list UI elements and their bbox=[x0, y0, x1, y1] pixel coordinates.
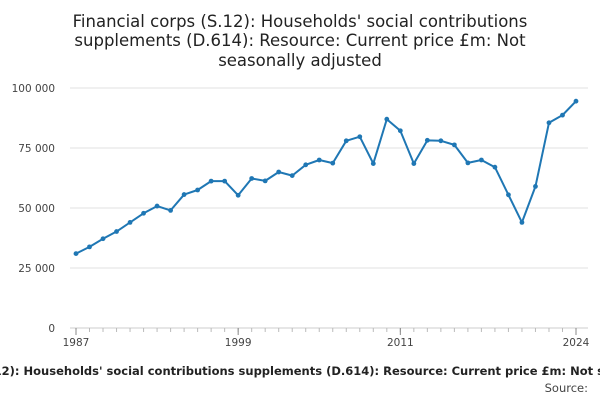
data-point-2024[interactable] bbox=[573, 98, 579, 104]
data-point-2023[interactable] bbox=[560, 112, 565, 118]
data-point-1994[interactable] bbox=[168, 208, 173, 213]
data-point-2008[interactable] bbox=[357, 134, 363, 140]
data-point-1996[interactable] bbox=[195, 187, 201, 193]
data-point-2022[interactable] bbox=[546, 120, 552, 126]
x-tick-label-2: 2011 bbox=[387, 337, 414, 349]
data-point-2015[interactable] bbox=[451, 142, 457, 148]
y-tick-label-0: 0 bbox=[48, 323, 55, 335]
data-point-1991[interactable] bbox=[127, 220, 133, 225]
data-point-2017[interactable] bbox=[479, 157, 484, 163]
data-point-1995[interactable] bbox=[181, 192, 187, 197]
data-point-2005[interactable] bbox=[316, 157, 322, 163]
data-point-1992[interactable] bbox=[141, 210, 146, 216]
data-point-2011[interactable] bbox=[397, 128, 403, 134]
y-tick-label-3: 75 000 bbox=[18, 143, 55, 155]
data-point-2002[interactable] bbox=[276, 169, 282, 175]
data-point-1988[interactable] bbox=[87, 244, 92, 250]
chart-title: Financial corps (S.12): Households' soci… bbox=[73, 12, 528, 70]
data-point-1993[interactable] bbox=[154, 203, 160, 209]
data-point-2021[interactable] bbox=[533, 184, 538, 189]
data-point-1987[interactable] bbox=[73, 251, 79, 256]
source-label: Source: bbox=[545, 381, 588, 395]
x-tick-label-3: 2024 bbox=[563, 337, 590, 349]
x-axis: 1987 1999 2011 2024 bbox=[63, 328, 590, 349]
x-axis-label: Financial corps (S.12): Households' soci… bbox=[0, 364, 600, 378]
data-point-1997[interactable] bbox=[208, 178, 214, 184]
y-tick-label-4: 100 000 bbox=[12, 83, 55, 95]
data-point-2007[interactable] bbox=[343, 138, 349, 144]
data-point-1989[interactable] bbox=[100, 236, 106, 242]
x-tick-label-1: 1999 bbox=[225, 337, 252, 349]
data-point-2020[interactable] bbox=[519, 220, 525, 225]
data-point-1999[interactable] bbox=[235, 192, 241, 198]
data-point-2001[interactable] bbox=[262, 178, 268, 184]
y-axis: 0 25 000 50 000 75 000 100 000 bbox=[12, 83, 55, 335]
data-point-2010[interactable] bbox=[384, 116, 390, 122]
x-tick-label-0: 1987 bbox=[63, 337, 90, 349]
series-line-0 bbox=[75, 100, 577, 255]
data-point-2006[interactable] bbox=[330, 160, 336, 166]
data-point-2013[interactable] bbox=[424, 137, 430, 143]
data-point-2009[interactable] bbox=[370, 161, 376, 167]
data-point-2019[interactable] bbox=[506, 192, 511, 198]
series-group bbox=[73, 98, 579, 256]
data-point-1990[interactable] bbox=[114, 229, 119, 234]
gridlines bbox=[70, 87, 588, 329]
data-point-2018[interactable] bbox=[492, 164, 498, 170]
y-tick-label-1: 25 000 bbox=[18, 263, 55, 275]
data-point-2012[interactable] bbox=[411, 161, 417, 167]
chart-title-line-3: seasonally adjusted bbox=[218, 51, 382, 70]
y-tick-label-2: 50 000 bbox=[18, 203, 55, 215]
chart-title-line-1: Financial corps (S.12): Households' soci… bbox=[73, 12, 528, 31]
data-point-2016[interactable] bbox=[465, 160, 471, 166]
data-point-2003[interactable] bbox=[289, 173, 295, 179]
chart-title-line-2: supplements (D.614): Resource: Current p… bbox=[74, 31, 526, 50]
data-point-1998[interactable] bbox=[222, 178, 228, 184]
data-point-2004[interactable] bbox=[303, 162, 309, 168]
data-point-2000[interactable] bbox=[249, 176, 255, 181]
data-point-2014[interactable] bbox=[438, 138, 444, 144]
